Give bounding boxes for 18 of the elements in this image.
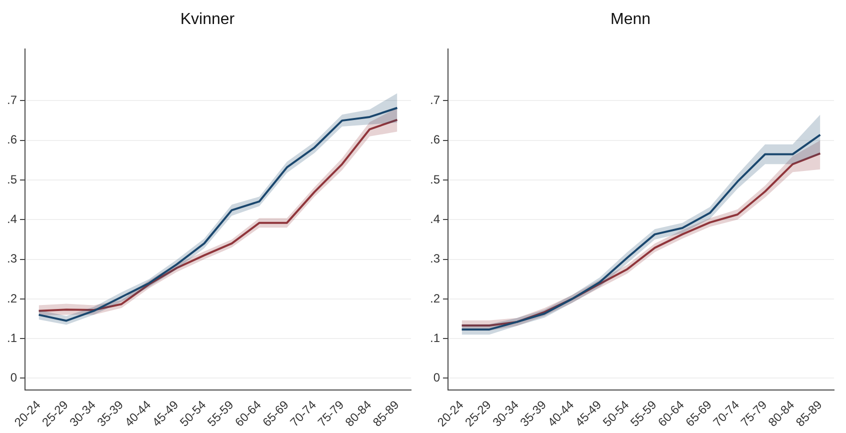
y-tick-label: .5 — [430, 172, 440, 186]
y-tick-label: .3 — [6, 252, 18, 266]
y-tick-label: .1 — [6, 330, 18, 345]
y-tick-label: .6 — [6, 132, 18, 147]
y-tick-label: .3 — [430, 252, 440, 266]
y-tick-label: .2 — [6, 291, 18, 306]
y-tick-label: .5 — [6, 172, 18, 186]
y-tick-label: .4 — [430, 212, 440, 226]
chart-title: Kvinner — [180, 11, 236, 28]
y-tick-label: .7 — [430, 93, 440, 108]
y-tick-label: .4 — [6, 212, 18, 226]
y-tick-label: .1 — [430, 330, 440, 345]
y-tick-label: 0 — [433, 370, 440, 385]
chart-title: Menn — [610, 11, 651, 28]
y-tick-label: .6 — [430, 132, 440, 147]
y-tick-label: .7 — [6, 93, 18, 108]
y-tick-label: 0 — [10, 370, 18, 385]
y-tick-label: .2 — [430, 291, 440, 306]
